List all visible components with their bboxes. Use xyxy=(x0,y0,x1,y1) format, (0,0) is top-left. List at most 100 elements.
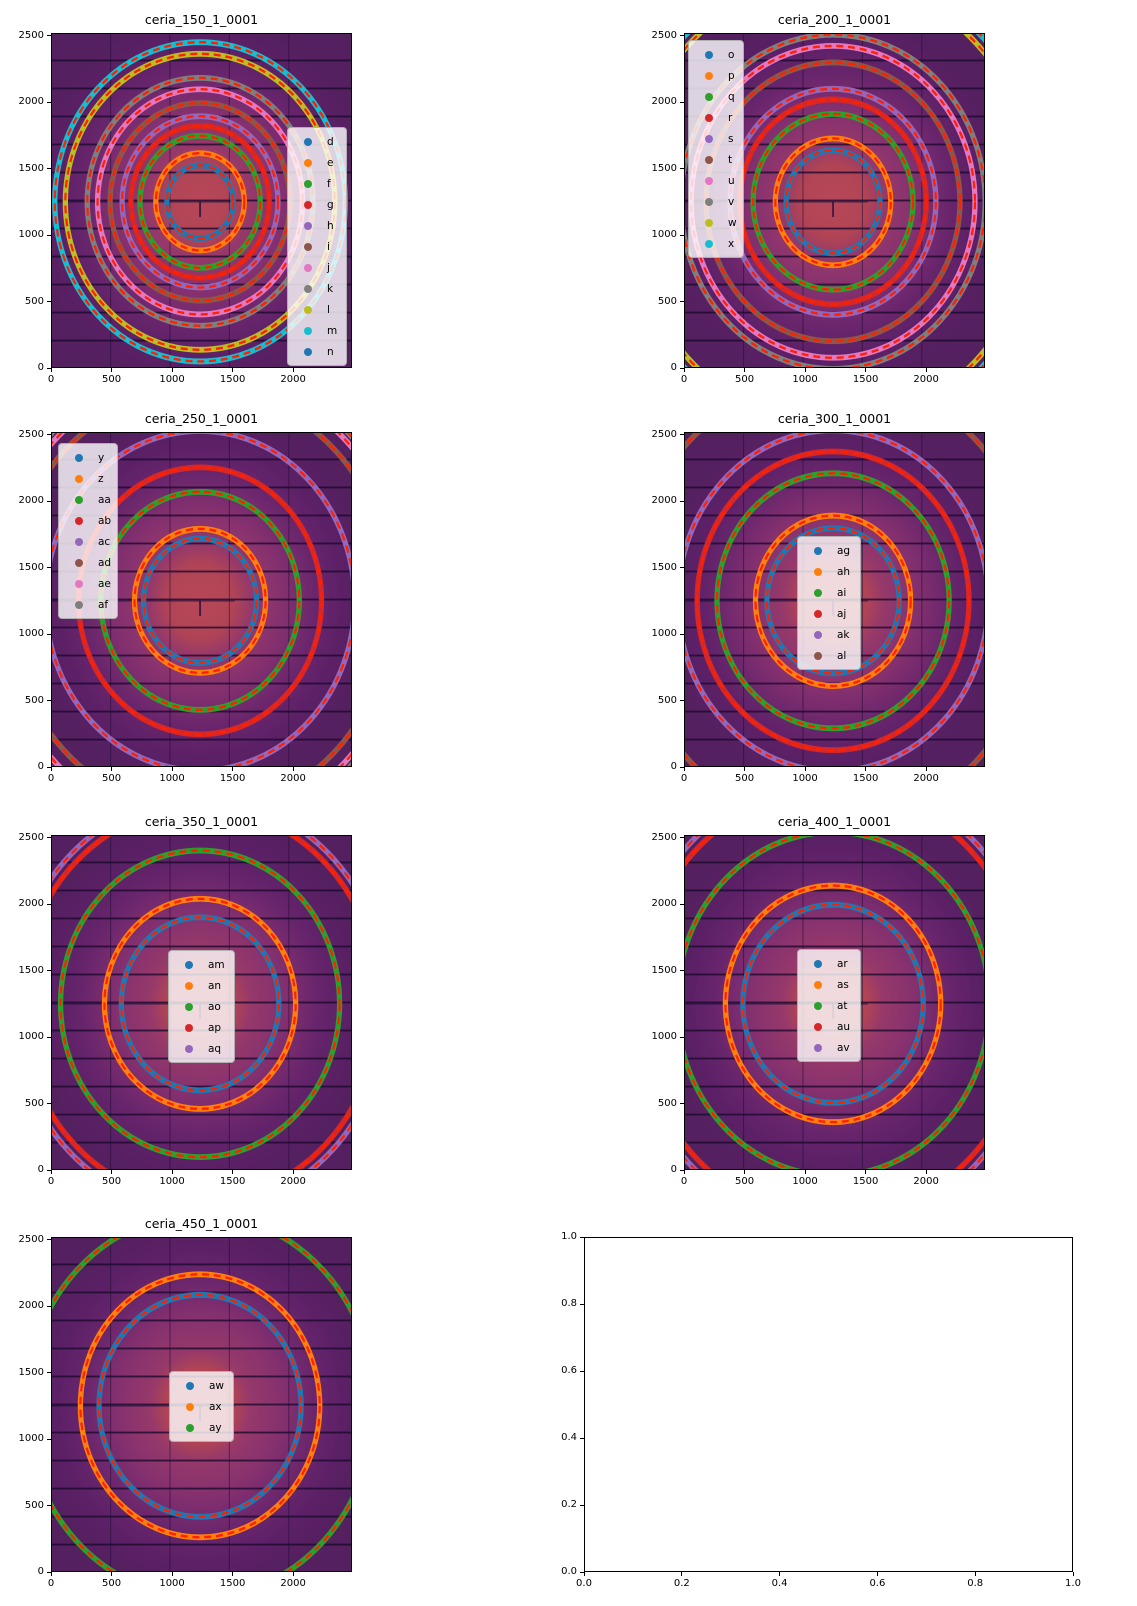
y-tick-label: 0 xyxy=(670,761,677,772)
legend-label: m xyxy=(327,324,338,337)
legend-marker-icon xyxy=(304,305,312,314)
legend-marker-icon xyxy=(304,284,312,293)
legend-box: ar as at au av xyxy=(797,949,861,1062)
module-gap-horizontal xyxy=(52,1347,351,1350)
x-tick-label: 1500 xyxy=(852,374,879,385)
legend-label: ai xyxy=(837,586,847,599)
y-tick xyxy=(47,1305,51,1307)
subplot-title: ceria_250_1_0001 xyxy=(144,411,259,426)
ring-fit-dashed-g xyxy=(129,124,271,279)
x-tick-label: 0.2 xyxy=(673,1578,690,1589)
y-tick-label: 0 xyxy=(37,362,44,373)
legend-marker-icon xyxy=(75,453,83,462)
module-gap-horizontal xyxy=(52,171,351,174)
module-gap-vertical xyxy=(921,433,923,766)
module-gap-vertical xyxy=(861,34,863,367)
module-gap-horizontal xyxy=(52,861,351,864)
module-gap-horizontal xyxy=(52,1459,351,1462)
x-tick-label: 500 xyxy=(734,773,755,784)
y-tick-label: 0.6 xyxy=(561,1365,577,1376)
legend-label: aw xyxy=(209,1379,225,1392)
legend-marker-icon xyxy=(304,263,312,272)
legend-marker-icon xyxy=(185,1002,193,1011)
legend-label: o xyxy=(728,48,735,61)
y-tick xyxy=(680,1169,684,1171)
y-tick xyxy=(47,837,51,839)
legend-marker-icon xyxy=(814,1022,822,1031)
y-tick xyxy=(680,168,684,170)
legend-item: n xyxy=(293,341,341,362)
x-tick xyxy=(171,767,173,771)
x-tick-label: 1.0 xyxy=(1065,1578,1081,1589)
legend-item: l xyxy=(293,299,341,320)
legend-label: i xyxy=(327,240,330,253)
legend-marker-icon xyxy=(814,959,822,968)
ring-fit-dashed-y xyxy=(142,537,258,665)
x-tick xyxy=(50,368,52,372)
module-gap-horizontal xyxy=(52,738,351,741)
y-tick-label: 0.0 xyxy=(561,1566,577,1577)
legend-item: f xyxy=(293,173,341,194)
ring-fit-dashed-as xyxy=(724,884,942,1124)
y-tick-label: 1500 xyxy=(18,561,44,573)
detector-image xyxy=(52,433,351,766)
y-tick xyxy=(680,367,684,369)
module-gap-vertical xyxy=(169,433,171,766)
y-tick xyxy=(580,1504,584,1506)
module-gap-vertical xyxy=(921,34,923,367)
legend-marker-icon xyxy=(705,239,713,248)
x-tick xyxy=(171,368,173,372)
x-tick xyxy=(865,767,867,771)
y-tick xyxy=(47,1103,51,1105)
legend-item: x xyxy=(694,233,738,254)
module-gap-vertical xyxy=(861,836,863,1169)
legend-item: p xyxy=(694,65,738,86)
y-tick-label: 1000 xyxy=(651,628,677,640)
x-tick xyxy=(111,1572,113,1576)
legend-marker-icon xyxy=(705,71,713,80)
legend-label: ae xyxy=(98,577,111,590)
x-tick xyxy=(925,767,927,771)
y-tick xyxy=(680,567,684,569)
legend-item: w xyxy=(694,212,738,233)
y-tick-label: 2500 xyxy=(651,29,677,41)
y-tick-label: 1500 xyxy=(651,162,677,174)
y-tick xyxy=(47,903,51,905)
center-mark xyxy=(832,201,834,218)
y-tick-label: 0 xyxy=(670,1164,677,1175)
legend-marker-icon xyxy=(814,588,822,597)
legend-item: s xyxy=(694,128,738,149)
y-tick xyxy=(47,1571,51,1573)
legend-item: al xyxy=(803,645,855,666)
legend-label: l xyxy=(327,303,330,316)
module-gap-horizontal xyxy=(685,486,984,489)
legend-item: e xyxy=(293,152,341,173)
x-tick-label: 0.4 xyxy=(771,1578,788,1589)
x-tick xyxy=(876,1572,878,1576)
legend-label: ak xyxy=(837,628,850,641)
legend-marker-icon xyxy=(814,609,822,618)
legend-item: z xyxy=(64,468,112,489)
y-tick xyxy=(680,970,684,972)
ring-fit-dashed-q xyxy=(751,112,915,291)
y-tick xyxy=(47,970,51,972)
ring-fit-dashed-r xyxy=(738,98,928,306)
x-tick xyxy=(865,1170,867,1174)
ring-fit-dashed-aj xyxy=(696,450,971,752)
legend-item: m xyxy=(293,320,341,341)
legend-marker-icon xyxy=(705,113,713,122)
y-tick xyxy=(680,434,684,436)
module-gap-horizontal xyxy=(52,570,351,573)
ring-fit-dashed-e xyxy=(154,152,246,252)
legend-item: ae xyxy=(64,573,112,594)
x-tick xyxy=(171,1572,173,1576)
legend-label: am xyxy=(208,958,225,971)
x-tick-label: 2000 xyxy=(280,1578,306,1589)
y-tick xyxy=(680,1036,684,1038)
y-tick-label: 2000 xyxy=(651,96,677,108)
module-gap-horizontal xyxy=(52,1113,351,1116)
ring-fit-dashed-ao xyxy=(59,849,341,1159)
center-mark xyxy=(199,201,201,218)
legend-label: f xyxy=(327,177,331,190)
